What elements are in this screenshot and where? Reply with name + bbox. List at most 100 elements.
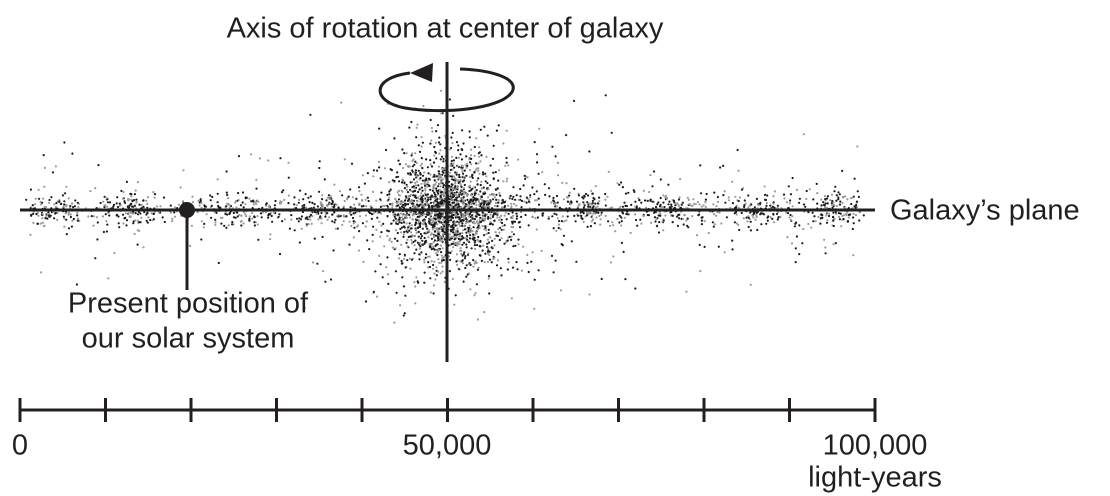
star (437, 124, 439, 126)
star (154, 193, 156, 195)
star (765, 223, 767, 225)
star (417, 282, 419, 284)
star (835, 211, 837, 213)
star (379, 198, 381, 200)
star (844, 195, 846, 197)
star (605, 94, 607, 96)
star (424, 272, 426, 274)
star (569, 192, 571, 194)
star (140, 221, 142, 223)
star (488, 200, 490, 202)
star (409, 172, 411, 174)
star (352, 217, 354, 219)
star (288, 195, 290, 197)
star (268, 213, 270, 215)
star (340, 102, 342, 104)
star (650, 222, 652, 224)
star (457, 149, 459, 151)
star (705, 200, 707, 202)
star (254, 224, 256, 226)
star (401, 222, 403, 224)
star (410, 239, 412, 241)
star (483, 202, 485, 204)
star (77, 202, 79, 204)
star (436, 194, 438, 196)
star (431, 232, 433, 234)
star (393, 137, 395, 139)
star (441, 260, 443, 262)
star (399, 253, 401, 255)
star (520, 216, 522, 218)
star (575, 261, 577, 263)
star (789, 202, 791, 204)
star (414, 285, 416, 287)
star (459, 176, 461, 178)
star (32, 222, 34, 224)
star (497, 212, 499, 214)
star (792, 177, 794, 179)
star (146, 203, 148, 205)
star (595, 211, 597, 213)
star (803, 203, 805, 205)
star (855, 214, 857, 216)
star (217, 193, 219, 195)
star (472, 259, 474, 261)
star (423, 221, 425, 223)
star (583, 206, 585, 208)
star (392, 247, 394, 249)
star (582, 197, 584, 199)
star (253, 203, 255, 205)
star (407, 172, 409, 174)
star (100, 202, 102, 204)
star (845, 213, 847, 215)
star (380, 263, 382, 265)
star (314, 238, 316, 240)
star (624, 217, 626, 219)
star (471, 175, 473, 177)
star (635, 219, 637, 221)
star (737, 149, 739, 151)
scale-label: 50,000 (403, 430, 492, 462)
star (435, 157, 437, 159)
star (419, 172, 421, 174)
star (182, 169, 184, 171)
star (534, 217, 536, 219)
star (432, 221, 434, 223)
star (154, 197, 156, 199)
star (438, 203, 440, 205)
star (449, 270, 451, 272)
star (504, 215, 506, 217)
star (452, 132, 454, 134)
star (606, 196, 608, 198)
star (538, 173, 540, 175)
star (40, 223, 42, 225)
star (438, 137, 440, 139)
star (96, 238, 98, 240)
star (515, 205, 517, 207)
star (465, 222, 467, 224)
star (440, 158, 442, 160)
star (791, 215, 793, 217)
star (838, 216, 840, 218)
star (96, 216, 98, 218)
star (387, 199, 389, 201)
star (394, 238, 396, 240)
star (375, 200, 377, 202)
star (634, 287, 636, 289)
star (440, 90, 442, 92)
star (608, 171, 610, 173)
star (454, 182, 456, 184)
star (756, 229, 758, 231)
star (806, 190, 808, 192)
star (807, 223, 809, 225)
star (451, 160, 453, 162)
star (480, 129, 482, 131)
star (113, 252, 115, 254)
star (426, 186, 428, 188)
star (511, 217, 513, 219)
star (332, 249, 334, 251)
star (434, 273, 436, 275)
star (502, 180, 504, 182)
star (494, 196, 496, 198)
star (479, 240, 481, 242)
